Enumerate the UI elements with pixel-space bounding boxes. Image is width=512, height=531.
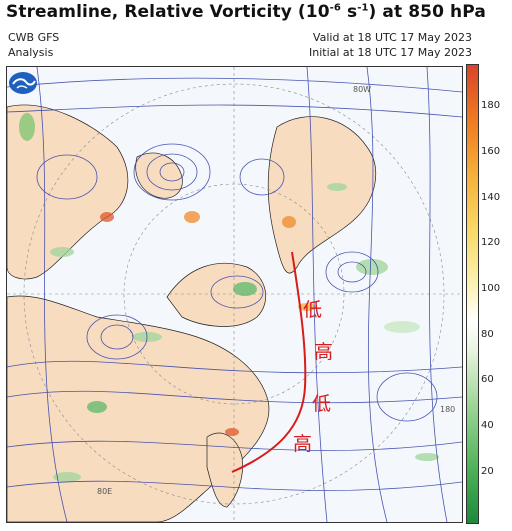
graticule bbox=[7, 67, 462, 522]
colorbar-tick-100: 100 bbox=[481, 283, 501, 294]
streamlines bbox=[7, 67, 462, 522]
colorbar-tick-60: 60 bbox=[481, 374, 494, 385]
low-marker-north: 低 bbox=[303, 299, 323, 321]
low-marker-south: 低 bbox=[312, 393, 332, 415]
trough-ridge-line bbox=[231, 251, 307, 473]
valid-time: Valid at 18 UTC 17 May 2023 bbox=[312, 31, 472, 44]
meridian-label-80e: 80E bbox=[97, 487, 113, 496]
vorticity-colorbar bbox=[466, 64, 479, 524]
cwb-logo-icon bbox=[9, 72, 37, 94]
high-marker-north: 高 bbox=[314, 341, 334, 363]
analysis-label: Analysis bbox=[8, 46, 54, 59]
colorbar-gradient bbox=[467, 65, 478, 523]
colorbar-tick-40: 40 bbox=[481, 420, 494, 431]
colorbar-tick-180: 180 bbox=[481, 100, 501, 111]
high-marker-south: 高 bbox=[293, 433, 313, 455]
streamline-map: 低 高 低 高 80W 180 80E bbox=[6, 66, 463, 523]
colorbar-tick-140: 140 bbox=[481, 192, 501, 203]
initial-time: Initial at 18 UTC 17 May 2023 bbox=[308, 46, 472, 59]
land-masses bbox=[7, 104, 377, 522]
colorbar-tick-160: 160 bbox=[481, 146, 501, 157]
meridian-label-80w: 80W bbox=[353, 85, 372, 94]
model-name: CWB GFS bbox=[8, 31, 60, 44]
vorticity-patches bbox=[19, 113, 439, 482]
colorbar-tick-20: 20 bbox=[481, 466, 494, 477]
colorbar-tick-80: 80 bbox=[481, 329, 494, 340]
chart-title: Streamline, Relative Vorticity (10-6 s-1… bbox=[6, 2, 486, 22]
meridian-label-180: 180 bbox=[440, 405, 456, 414]
colorbar-tick-120: 120 bbox=[481, 237, 501, 248]
